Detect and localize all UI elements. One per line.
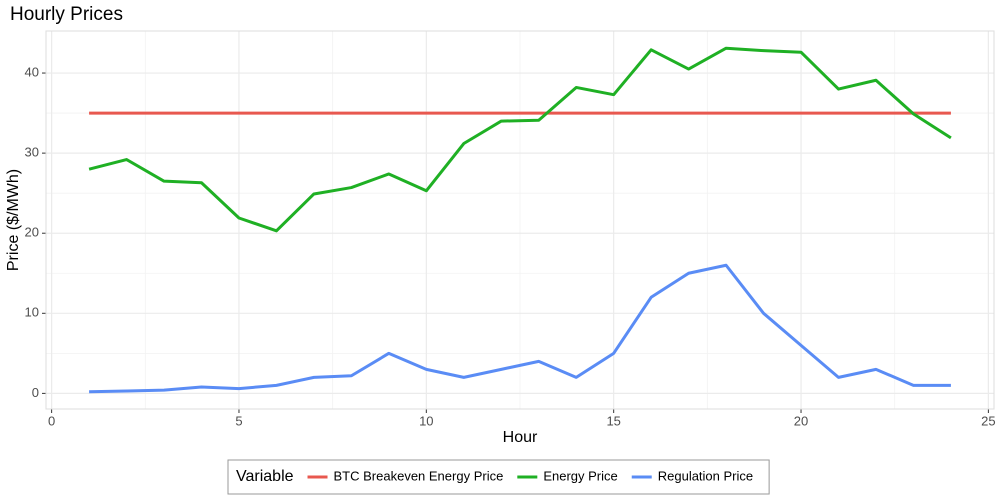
y-tick-label: 10: [25, 305, 39, 320]
series-line: [88, 46, 952, 233]
x-tick-label: 5: [235, 413, 242, 428]
x-tick-label: 15: [606, 413, 620, 428]
x-tick-label: 10: [419, 413, 433, 428]
legend-label: BTC Breakeven Energy Price: [334, 468, 504, 483]
x-tick-label: 25: [981, 413, 995, 428]
chart-title: Hourly Prices: [10, 4, 123, 25]
y-axis-title: Price ($/MWh): [5, 169, 22, 271]
legend-label: Energy Price: [543, 468, 617, 483]
x-axis-title: Hour: [503, 429, 538, 446]
x-tick-label: 20: [794, 413, 808, 428]
plot-border: [45, 30, 995, 410]
y-tick-label: 30: [25, 145, 39, 160]
x-tick-label: 0: [48, 413, 55, 428]
legend-title: Variable: [236, 468, 294, 485]
series-line: [89, 263, 951, 394]
legend-label: Regulation Price: [658, 468, 753, 483]
y-tick-label: 20: [25, 225, 39, 240]
y-tick-label: 0: [32, 385, 39, 400]
y-tick-label: 40: [25, 64, 39, 79]
